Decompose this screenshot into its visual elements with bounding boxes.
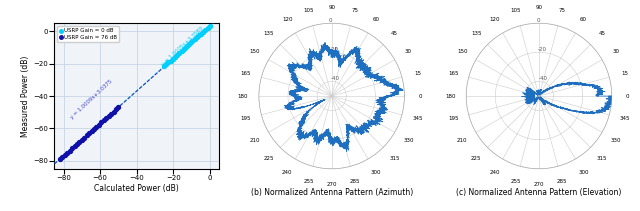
USRP Gain = 76 dB <box>96 121 106 124</box>
USRP Gain = 76 dB <box>65 149 75 152</box>
USRP Gain = 0 dB <box>161 63 172 66</box>
USRP Gain = 76 dB <box>77 138 87 141</box>
USRP Gain = 0 dB <box>163 61 173 64</box>
USRP Gain = 0 dB <box>179 47 189 51</box>
USRP Gain = 76 dB <box>62 151 72 154</box>
USRP Gain = 76 dB <box>67 147 77 150</box>
USRP Gain = 76 dB <box>104 114 114 118</box>
X-axis label: Calculated Power (dB): Calculated Power (dB) <box>94 184 179 193</box>
USRP Gain = 76 dB <box>74 140 84 143</box>
Title: (b) Normalized Antenna Pattern (Azimuth): (b) Normalized Antenna Pattern (Azimuth) <box>250 188 413 197</box>
USRP Gain = 0 dB <box>189 38 200 41</box>
USRP Gain = 0 dB <box>200 28 211 31</box>
Text: y = 1.0005x+3.3589: y = 1.0005x+3.3589 <box>161 26 204 67</box>
USRP Gain = 76 dB <box>108 110 118 113</box>
USRP Gain = 76 dB <box>113 106 124 109</box>
USRP Gain = 0 dB <box>166 59 176 62</box>
Title: (c) Normalized Antenna Pattern (Elevation): (c) Normalized Antenna Pattern (Elevatio… <box>456 188 621 197</box>
Legend: USRP Gain = 0 dB, USRP Gain = 76 dB: USRP Gain = 0 dB, USRP Gain = 76 dB <box>57 26 119 42</box>
USRP Gain = 76 dB <box>55 157 65 161</box>
USRP Gain = 76 dB <box>99 119 109 122</box>
USRP Gain = 0 dB <box>205 24 215 28</box>
USRP Gain = 76 dB <box>72 142 82 146</box>
USRP Gain = 0 dB <box>159 65 169 68</box>
USRP Gain = 76 dB <box>111 108 121 111</box>
USRP Gain = 0 dB <box>185 42 195 45</box>
USRP Gain = 0 dB <box>198 30 209 33</box>
USRP Gain = 76 dB <box>84 132 94 135</box>
USRP Gain = 0 dB <box>183 43 193 47</box>
USRP Gain = 76 dB <box>106 112 116 115</box>
USRP Gain = 76 dB <box>57 155 67 159</box>
USRP Gain = 76 dB <box>92 125 102 128</box>
USRP Gain = 0 dB <box>174 51 184 54</box>
USRP Gain = 76 dB <box>79 136 90 139</box>
USRP Gain = 0 dB <box>170 55 180 58</box>
USRP Gain = 76 dB <box>69 145 79 148</box>
Y-axis label: Measured Power (dB): Measured Power (dB) <box>22 55 31 137</box>
USRP Gain = 76 dB <box>81 134 92 137</box>
USRP Gain = 0 dB <box>194 34 204 37</box>
USRP Gain = 76 dB <box>94 123 104 126</box>
USRP Gain = 0 dB <box>177 49 187 53</box>
USRP Gain = 76 dB <box>86 129 97 133</box>
USRP Gain = 0 dB <box>196 32 206 35</box>
USRP Gain = 0 dB <box>188 40 198 43</box>
USRP Gain = 76 dB <box>101 116 111 120</box>
USRP Gain = 76 dB <box>60 153 70 157</box>
USRP Gain = 0 dB <box>180 45 191 49</box>
USRP Gain = 0 dB <box>202 26 212 30</box>
USRP Gain = 0 dB <box>191 36 202 39</box>
Text: y = 1.0009x+3.0375: y = 1.0009x+3.0375 <box>69 79 113 120</box>
USRP Gain = 76 dB <box>89 127 99 131</box>
USRP Gain = 0 dB <box>172 53 182 57</box>
USRP Gain = 0 dB <box>168 57 178 60</box>
